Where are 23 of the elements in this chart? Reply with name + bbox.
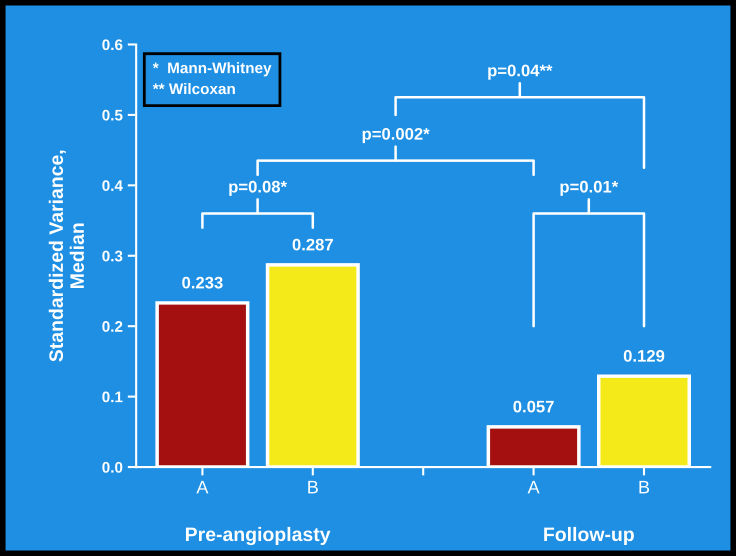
annotation: p=0.01* xyxy=(560,180,618,196)
y-tick-label: 0.0 xyxy=(102,462,122,473)
y-tick-label: 0.1 xyxy=(102,391,123,402)
annotation: p=0.04** xyxy=(488,64,552,80)
annotation: p=0.002* xyxy=(362,128,430,144)
x-tick-label: B xyxy=(308,480,318,494)
text: Follow-up xyxy=(544,526,634,546)
y-axis-title: Standardized Variance, Median xyxy=(48,150,84,362)
y-tick-label: 0.4 xyxy=(102,180,123,192)
x-tick-label: A xyxy=(196,480,208,494)
y-tick-label: 0.2 xyxy=(102,321,122,332)
data-label: 0.287 xyxy=(292,238,333,251)
data-label: 0.129 xyxy=(624,350,664,362)
x-tick-label: B xyxy=(639,480,650,494)
x-tick-label: A xyxy=(528,480,540,494)
text: Pre-angioplasty xyxy=(186,526,330,546)
data-label: 0.057 xyxy=(513,400,554,412)
y-tick-label: 0.6 xyxy=(102,39,122,50)
data-label: 0.233 xyxy=(182,276,223,289)
annotation: p=0.08* xyxy=(229,180,288,196)
y-tick-label: 0.3 xyxy=(102,250,122,262)
annotation: * Mann-Whitney ** Wilcoxan xyxy=(152,62,272,94)
y-tick-label: 0.5 xyxy=(102,110,123,121)
